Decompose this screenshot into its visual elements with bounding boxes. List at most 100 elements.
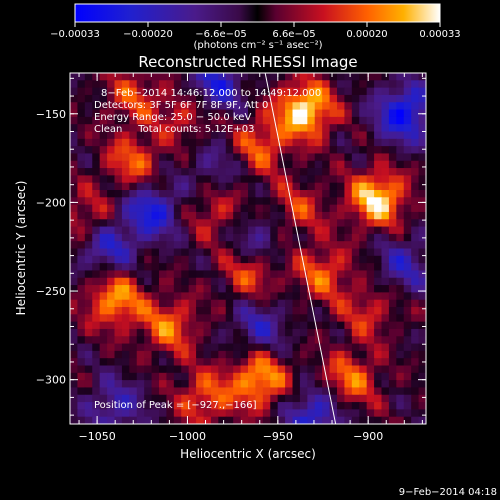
heatmap-cell xyxy=(136,241,145,250)
heatmap-cell xyxy=(388,116,397,125)
heatmap-cell xyxy=(218,131,227,140)
heatmap-cell xyxy=(374,321,383,330)
heatmap-cell xyxy=(159,307,168,315)
heatmap-cell xyxy=(388,204,397,213)
heatmap-cell xyxy=(218,387,227,396)
heatmap-cell xyxy=(151,285,160,293)
heatmap-cell xyxy=(255,116,264,125)
heatmap-cell xyxy=(381,255,390,264)
heatmap-cell xyxy=(381,226,390,235)
heatmap-cell xyxy=(270,299,279,308)
heatmap-cell xyxy=(233,255,242,264)
heatmap-cell xyxy=(359,285,368,293)
heatmap-cell xyxy=(248,343,257,352)
heatmap-cell xyxy=(248,102,257,111)
heatmap-cell xyxy=(203,197,212,206)
heatmap-cell xyxy=(374,87,383,96)
heatmap-cell xyxy=(285,409,294,418)
heatmap-cell xyxy=(248,394,257,403)
heatmap-cell xyxy=(121,182,130,191)
heatmap-cell xyxy=(107,365,116,374)
heatmap-cell xyxy=(173,153,182,162)
heatmap-cell xyxy=(196,73,205,81)
heatmap-cell xyxy=(374,226,383,235)
heatmap-cell xyxy=(114,255,123,264)
heatmap-cell xyxy=(374,409,383,418)
heatmap-cell xyxy=(121,80,130,89)
heatmap-cell xyxy=(144,365,153,374)
heatmap-cell xyxy=(84,102,93,111)
heatmap-cell xyxy=(166,211,175,220)
heatmap-cell xyxy=(188,94,197,103)
heatmap-cell xyxy=(344,307,353,315)
annotation-peak-position: Position of Peak = [−927.,−166] xyxy=(94,400,257,411)
heatmap-cell xyxy=(270,241,279,250)
heatmap-cell xyxy=(344,102,353,111)
heatmap-cell xyxy=(344,372,353,381)
heatmap-cell xyxy=(233,277,242,286)
heatmap-cell xyxy=(70,358,79,367)
heatmap-cell xyxy=(285,387,294,396)
heatmap-cell xyxy=(144,190,153,198)
heatmap-cell xyxy=(240,248,249,257)
heatmap-cell xyxy=(307,270,316,279)
heatmap-cell xyxy=(107,248,116,257)
heatmap-cell xyxy=(151,124,160,133)
heatmap-cell xyxy=(218,328,227,337)
heatmap-cell xyxy=(114,124,123,133)
heatmap-cell xyxy=(173,343,182,352)
heatmap-cell xyxy=(344,270,353,279)
heatmap-cell xyxy=(136,299,145,308)
heatmap-cell xyxy=(210,409,219,418)
heatmap-cell xyxy=(136,168,145,176)
heatmap-cell xyxy=(351,387,360,396)
heatmap-cell xyxy=(233,175,242,184)
heatmap-cell xyxy=(381,358,390,367)
heatmap-cell xyxy=(344,409,353,418)
heatmap-cell xyxy=(307,87,316,96)
heatmap-cell xyxy=(188,394,197,403)
heatmap-cell xyxy=(225,211,234,220)
heatmap-cell xyxy=(381,233,390,242)
heatmap-cell xyxy=(337,124,346,133)
heatmap-cell xyxy=(99,402,108,410)
heatmap-cell xyxy=(388,292,397,301)
heatmap-cell xyxy=(233,402,242,410)
heatmap-cell xyxy=(351,153,360,162)
heatmap-cell xyxy=(196,226,205,235)
heatmap-cell xyxy=(262,402,271,410)
solar-limb-line xyxy=(264,73,337,424)
heatmap-cell xyxy=(121,307,130,315)
heatmap-cell xyxy=(107,350,116,359)
heatmap-cell xyxy=(210,380,219,389)
heatmap-cell xyxy=(121,409,130,418)
heatmap-cell xyxy=(92,336,101,345)
heatmap-cell xyxy=(225,285,234,293)
heatmap-cell xyxy=(322,168,331,176)
heatmap-cell xyxy=(351,263,360,272)
heatmap-cell xyxy=(255,168,264,176)
heatmap-cell xyxy=(166,226,175,235)
heatmap-cell xyxy=(255,387,264,396)
heatmap-cell xyxy=(181,124,190,133)
heatmap-cell xyxy=(129,372,138,381)
heatmap-cell xyxy=(322,314,331,323)
heatmap-cell xyxy=(77,87,86,96)
heatmap-cell xyxy=(99,321,108,330)
heatmap-cell xyxy=(136,80,145,89)
heatmap-cell xyxy=(99,211,108,220)
heatmap-cell xyxy=(396,350,405,359)
heatmap-cell xyxy=(159,153,168,162)
heatmap-cell xyxy=(248,387,257,396)
heatmap-cell xyxy=(92,343,101,352)
heatmap-cell xyxy=(337,87,346,96)
colorbar-tick-label: −0.00020 xyxy=(123,29,173,40)
heatmap-cell xyxy=(99,94,108,103)
heatmap-cell xyxy=(70,409,79,418)
heatmap-cell xyxy=(233,314,242,323)
heatmap-cell xyxy=(403,350,412,359)
heatmap-cell xyxy=(270,160,279,169)
heatmap-cell xyxy=(322,153,331,162)
heatmap-cell xyxy=(240,109,249,118)
heatmap-cell xyxy=(337,255,346,264)
